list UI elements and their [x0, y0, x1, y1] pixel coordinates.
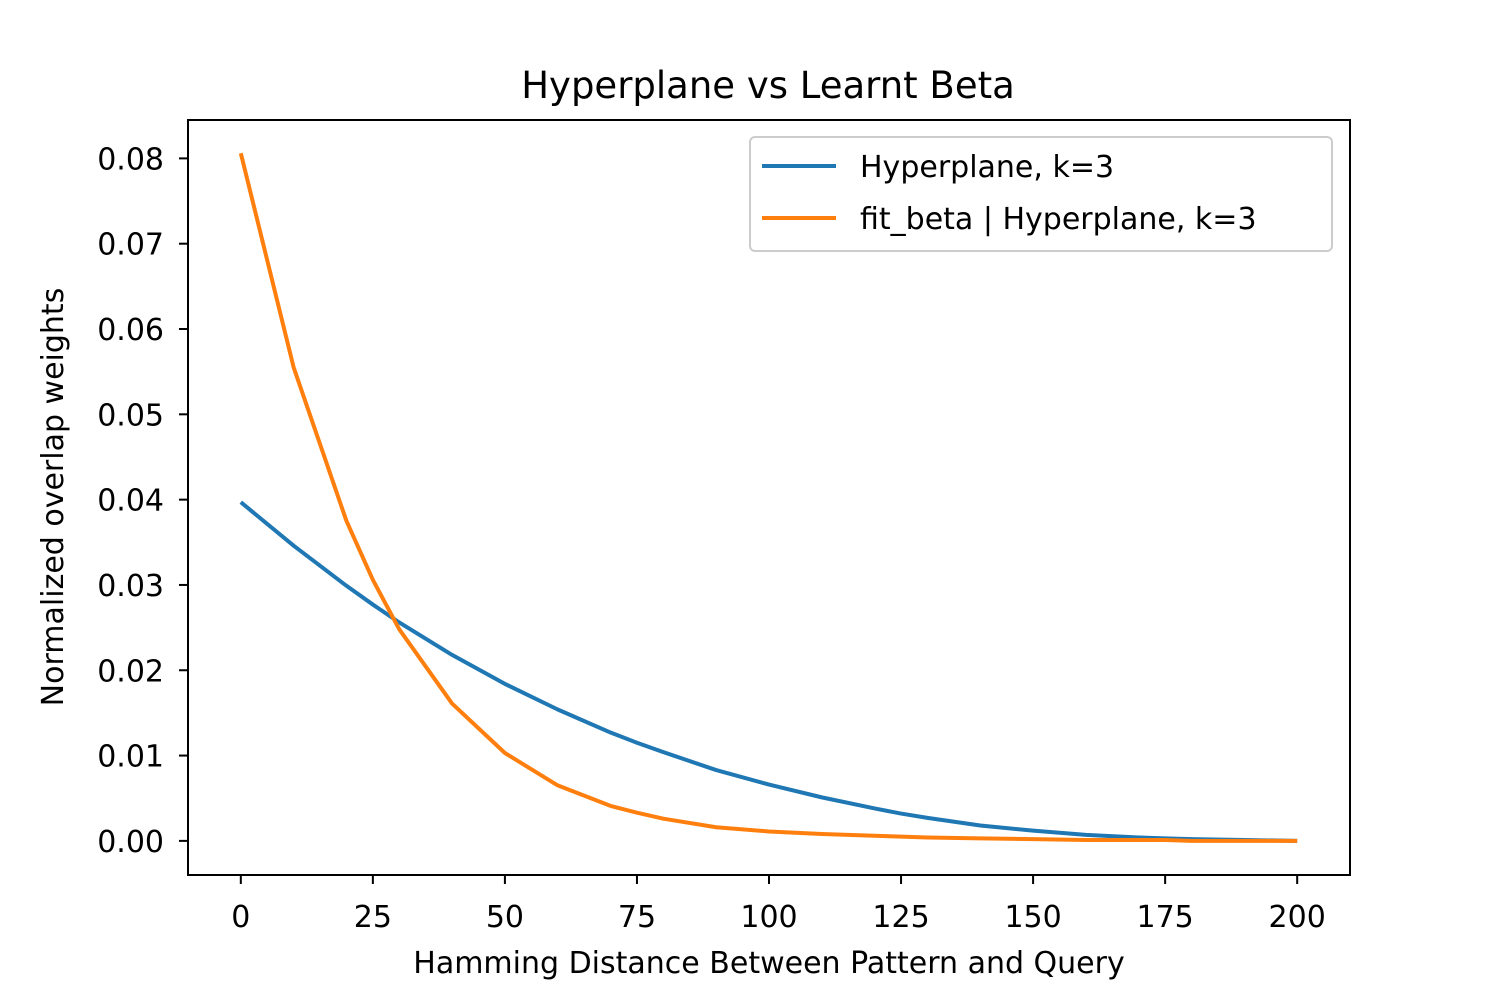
legend-label-fit-beta: fit_beta | Hyperplane, k=3 — [860, 202, 1257, 237]
series-line-fit-beta-hyperplane-k-3 — [238, 152, 1298, 843]
y-tick-label: 0.01 — [97, 740, 164, 775]
x-tick-label: 100 — [740, 900, 797, 935]
legend: Hyperplane, k=3 fit_beta | Hyperplane, k… — [749, 136, 1333, 252]
x-tick-label: 75 — [618, 900, 656, 935]
y-tick-label: 0.03 — [97, 569, 164, 604]
chart-title: Hyperplane vs Learnt Beta — [521, 64, 1015, 107]
legend-label-hyperplane: Hyperplane, k=3 — [860, 150, 1114, 185]
y-axis-label: Normalized overlap weights — [36, 288, 71, 707]
y-tick-label: 0.02 — [97, 654, 164, 689]
y-tick-label: 0.05 — [97, 398, 164, 433]
x-tick-label: 0 — [231, 900, 250, 935]
x-tick-label: 50 — [486, 900, 524, 935]
y-tick-label: 0.08 — [97, 142, 164, 177]
series-layer — [238, 152, 1298, 843]
x-tick-label: 125 — [872, 900, 929, 935]
y-tick-label: 0.07 — [97, 228, 164, 263]
x-tick-label: 175 — [1137, 900, 1194, 935]
legend-box — [749, 136, 1333, 252]
x-tick-label: 150 — [1004, 900, 1061, 935]
y-axis-ticks: 0.00 0.01 0.02 0.03 0.04 0.05 0.06 0.07 0.08 — [97, 142, 188, 860]
y-tick-label: 0.06 — [97, 313, 164, 348]
x-tick-label: 25 — [354, 900, 392, 935]
x-tick-label: 200 — [1269, 900, 1326, 935]
y-tick-label: 0.04 — [97, 484, 164, 519]
x-axis-label: Hamming Distance Between Pattern and Que… — [413, 946, 1124, 981]
series-line-hyperplane-k-3 — [239, 500, 1298, 843]
y-tick-label: 0.00 — [97, 825, 164, 860]
x-axis-ticks: 0 25 50 75 100 125 150 175 200 — [231, 875, 1326, 935]
